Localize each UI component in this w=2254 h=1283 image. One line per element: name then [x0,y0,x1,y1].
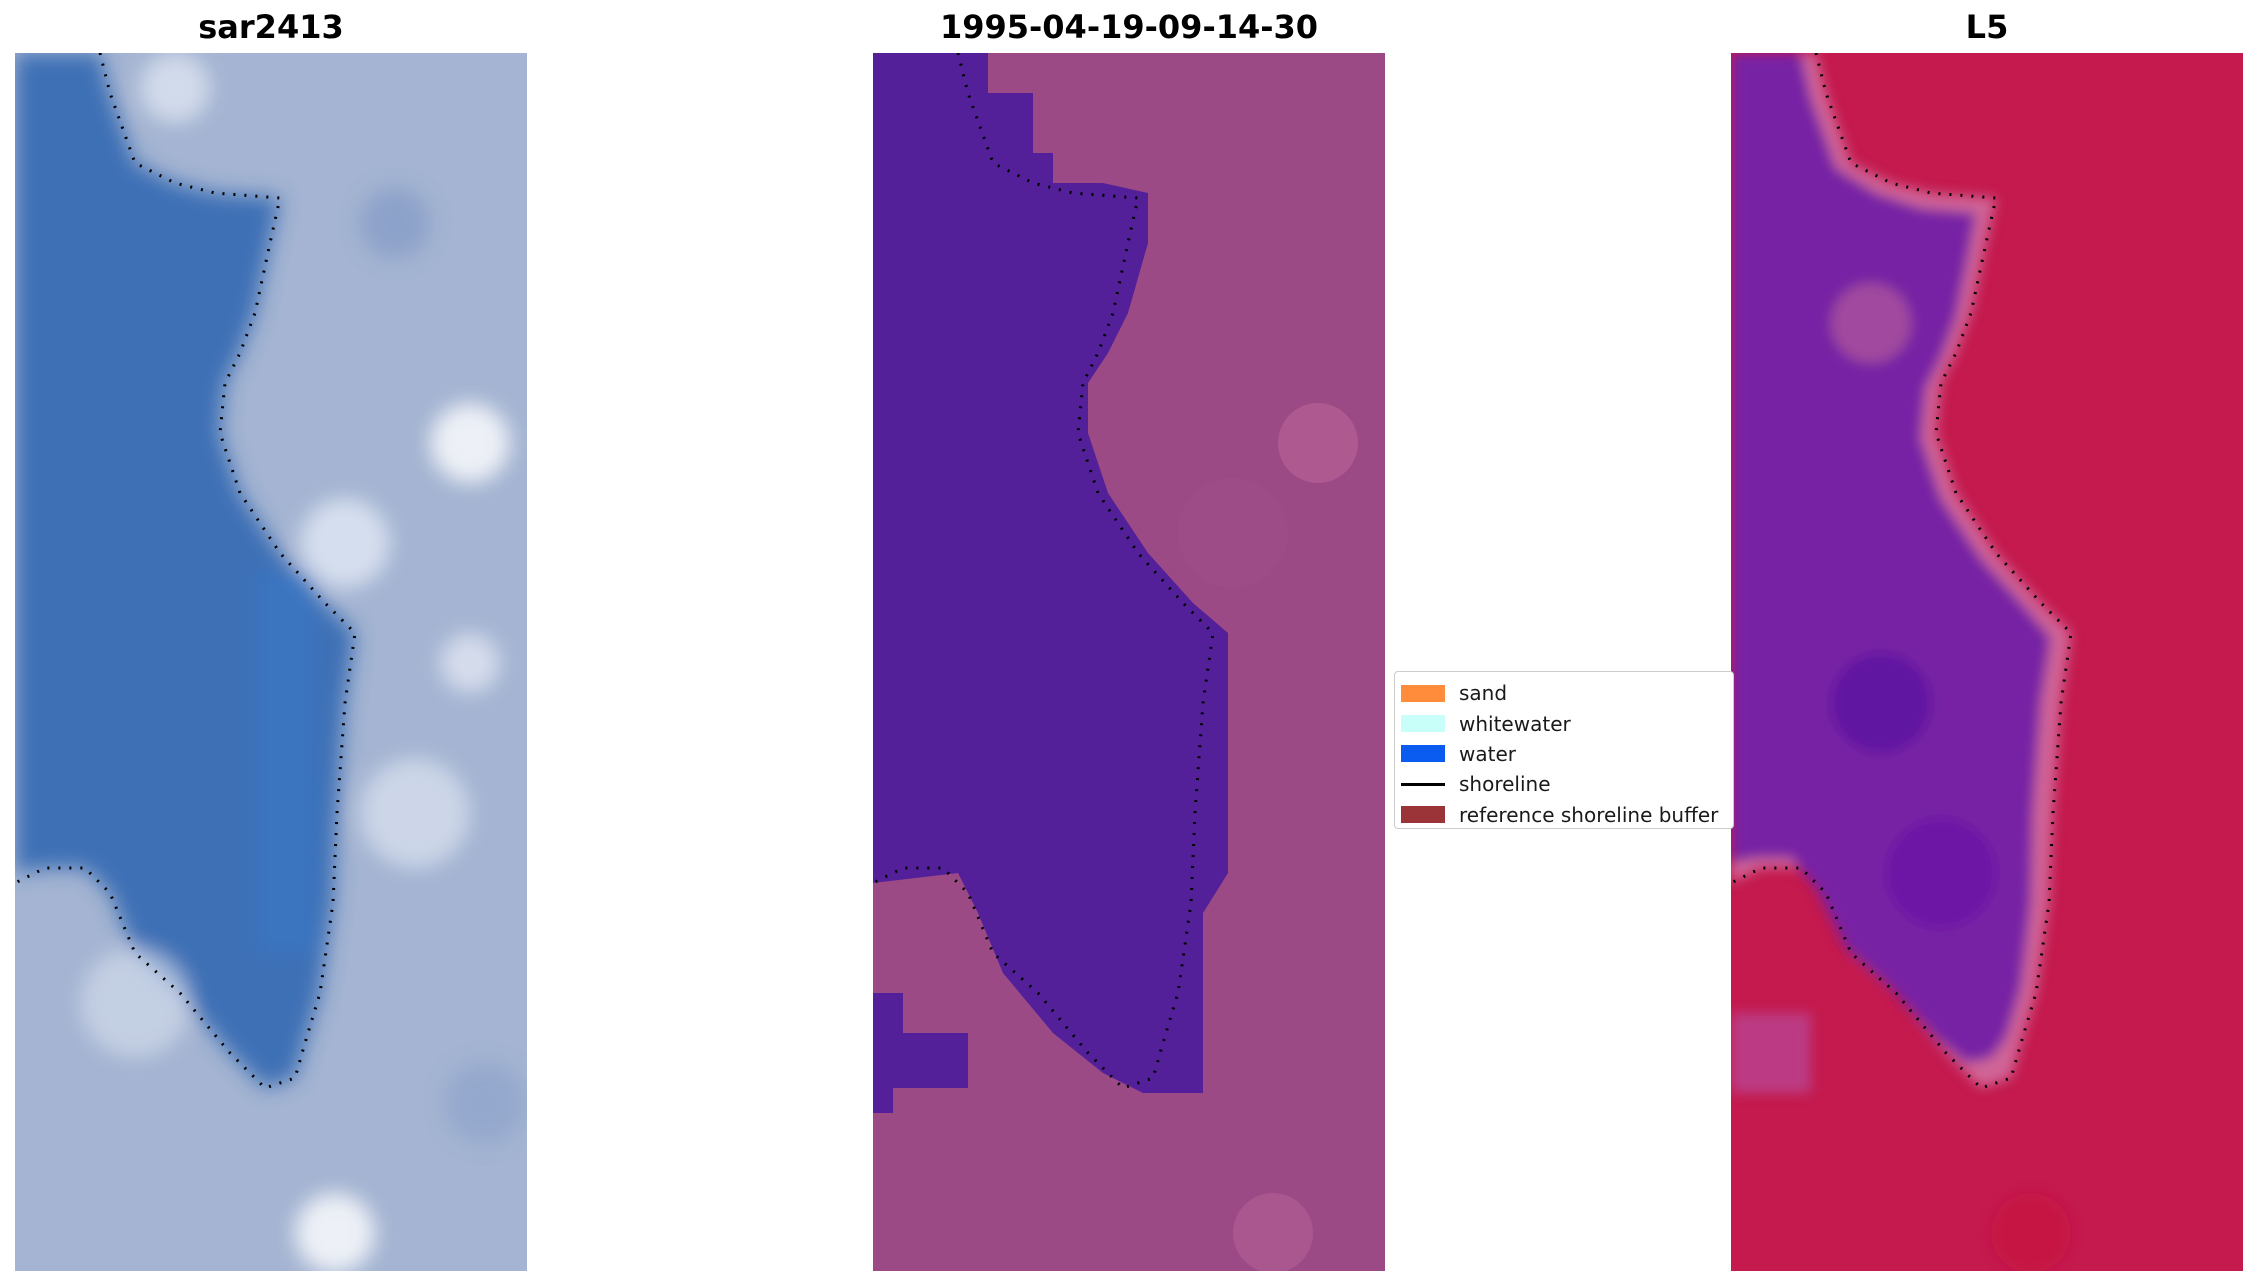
legend-label: reference shoreline buffer [1459,802,1719,827]
legend-label: whitewater [1459,711,1571,736]
sand-swatch [1401,684,1445,702]
index-image [1731,53,2243,1271]
rgb-image [15,53,527,1271]
legend-label: sand [1459,681,1508,706]
legend-label: shoreline [1459,772,1551,797]
classification-panel [873,53,1385,1271]
water-swatch [1401,745,1445,763]
rgb-image-panel [15,53,527,1271]
legend-item-whitewater: whitewater [1395,708,1733,738]
panel-title-right: L5 [1965,8,2009,46]
classification-image [873,53,1385,1271]
reference-buffer-swatch [1401,806,1445,824]
legend: sand whitewater water shoreline referenc… [1394,671,1734,829]
panel-title-left: sar2413 [198,8,344,46]
whitewater-swatch [1401,715,1445,733]
shoreline-line-swatch [1401,782,1445,786]
index-panel [1731,53,2243,1271]
legend-item-shoreline: shoreline [1395,769,1733,799]
legend-item-sand: sand [1395,678,1733,708]
legend-label: water [1459,741,1516,766]
legend-item-water: water [1395,739,1733,769]
legend-item-reference-buffer: reference shoreline buffer [1395,800,1733,830]
panel-title-middle: 1995-04-19-09-14-30 [939,8,1319,46]
